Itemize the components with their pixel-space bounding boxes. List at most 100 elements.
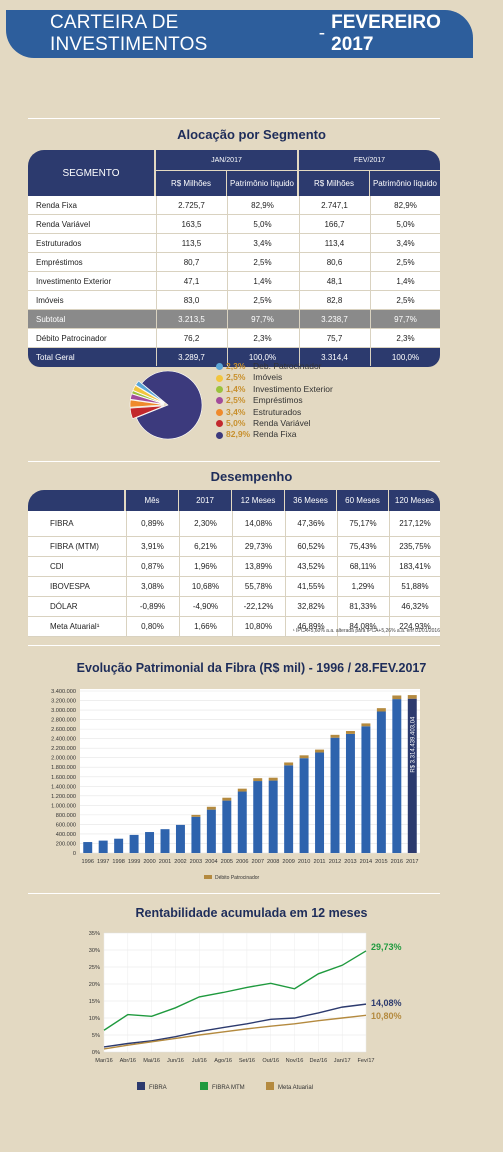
legend-item: 5,0% Renda Variável — [216, 418, 333, 429]
x-tick-label: 2007 — [252, 859, 264, 865]
bar-debito — [237, 788, 247, 792]
y-tick-label: 2.800.000 — [51, 718, 76, 724]
allocation-table-header: SEGMENTO JAN/2017 FEV/2017 R$ Milhões Pa… — [28, 150, 440, 196]
bar-debito — [315, 749, 325, 753]
x-tick-label: 2015 — [375, 859, 387, 865]
y-tick-label: 1.600.000 — [51, 775, 76, 781]
legend-label: Renda Fixa — [253, 429, 297, 440]
y-tick-label: 200.000 — [56, 841, 76, 847]
bar-debito — [268, 777, 278, 781]
allocation-cell: 100,0% — [370, 348, 440, 366]
legend-swatch — [216, 386, 223, 394]
allocation-cell: 97,7% — [370, 310, 440, 328]
evolution-title: Evolução Patrimonial da Fibra (R$ mil) -… — [76, 661, 427, 675]
bar — [268, 780, 278, 853]
allocation-cell: 5,0% — [370, 215, 440, 233]
legend-pct: 3,4% — [226, 406, 246, 417]
performance-cell: -4,90% — [179, 597, 231, 616]
allocation-cell: 47,1 — [156, 272, 226, 290]
pie-slice — [131, 390, 165, 404]
performance-table-header: Mês 2017 12 Meses 36 Meses 60 Meses 120 Meses — [28, 490, 440, 511]
legend-label: Imóveis — [253, 372, 283, 383]
performance-cell: 6,21% — [179, 537, 231, 556]
performance-cell: 10,80% — [232, 617, 284, 636]
allocation-cell: 1,4% — [370, 272, 440, 290]
x-tick-label: 2008 — [267, 859, 279, 865]
allocation-cell: 163,5 — [156, 215, 226, 233]
allocation-cell: 80,6 — [299, 253, 369, 271]
bar-debito — [376, 708, 386, 712]
bar — [98, 840, 108, 853]
series-end-label: 14,08% — [371, 998, 402, 1008]
x-tick-label: 2016 — [391, 859, 403, 865]
allocation-cell: 3.213,5 — [156, 310, 226, 328]
header-period: FEVEREIRO 2017 — [331, 12, 441, 55]
performance-col-header: 12 Meses — [232, 490, 284, 511]
allocation-row: Débito Patrocinador 76,2 2,3% 75,7 2,3% — [28, 329, 440, 348]
performance-cell: -22,12% — [232, 597, 284, 616]
bar — [222, 800, 232, 853]
x-tick-label: 2013 — [344, 859, 356, 865]
performance-cell: 32,82% — [285, 597, 336, 616]
bar — [407, 698, 417, 853]
y-tick-label: 2.400.000 — [51, 737, 76, 743]
allocation-row: Total Geral 3.289,7 100,0% 3.314,4 100,0% — [28, 348, 440, 367]
legend-swatch — [216, 374, 223, 382]
y-tick-label: 1.200.000 — [51, 794, 76, 800]
legend-label: Renda Variável — [253, 418, 311, 429]
bar — [145, 832, 155, 853]
performance-cell: 0,80% — [126, 617, 178, 636]
allocation-cell: 3,4% — [227, 234, 297, 252]
performance-cell: 0,87% — [126, 557, 178, 576]
performance-cell: 41,55% — [285, 577, 336, 596]
performance-cell: 3,91% — [126, 537, 178, 556]
performance-cell: 43,52% — [285, 557, 336, 576]
x-tick-label: Fev/17 — [357, 1058, 374, 1064]
plot-area — [80, 689, 420, 853]
allocation-row: Estruturados 113,5 3,4% 113,4 3,4% — [28, 234, 440, 253]
legend-pct: 5,0% — [226, 418, 246, 429]
allocation-cell: 2,5% — [227, 253, 297, 271]
pie-slice — [136, 370, 203, 440]
divider — [28, 893, 440, 894]
allocation-cell: 113,4 — [299, 234, 369, 252]
performance-cell: 1,66% — [179, 617, 231, 636]
header-title: CARTEIRA DE INVESTIMENTOS — [50, 12, 208, 55]
allocation-row: Subtotal 3.213,5 97,7% 3.238,7 97,7% — [28, 310, 440, 329]
bar-debito — [284, 762, 294, 766]
performance-row: FIBRA (MTM) 3,91% 6,21% 29,73% 60,52% 75,43% 2… — [28, 537, 440, 557]
allocation-cell: 2,5% — [370, 291, 440, 309]
bar — [83, 842, 93, 853]
performance-cell: 217,12% — [389, 511, 440, 536]
series-line — [103, 1014, 367, 1050]
y-tick-label: 15% — [89, 999, 100, 1005]
allocation-cell: 82,9% — [227, 196, 297, 214]
legend-swatch — [216, 408, 223, 416]
performance-cell: 75,17% — [337, 511, 388, 536]
y-tick-label: 600.000 — [56, 822, 76, 828]
legend-item: 82,9% Renda Fixa — [216, 429, 333, 440]
legend-swatch — [216, 363, 223, 371]
y-tick-label: 3.000.000 — [51, 708, 76, 714]
segment-label: Empréstimos — [36, 257, 83, 267]
legend-label: Deb. Patrocinador — [253, 361, 322, 371]
y-tick-label: 10% — [89, 1016, 100, 1022]
y-tick-label: 400.000 — [56, 832, 76, 838]
pie-slice — [132, 385, 165, 404]
index-label: IBOVESPA — [50, 582, 90, 591]
x-tick-label: 2000 — [143, 859, 155, 865]
bar-debito — [361, 723, 371, 727]
allocation-title: Alocação por Segmento — [177, 127, 326, 142]
performance-cell: 235,75% — [389, 537, 440, 556]
x-tick-label: Abr/16 — [120, 1058, 136, 1064]
segment-label: Subtotal — [36, 314, 66, 324]
performance-cell: 55,78% — [232, 577, 284, 596]
legend-label: Empréstimos — [253, 395, 303, 406]
bar-debito — [206, 806, 216, 810]
allocation-cell: 2,5% — [370, 253, 440, 271]
segment-label: Renda Variável — [36, 219, 91, 229]
y-tick-label: 3.200.000 — [51, 699, 76, 705]
performance-cell: 10,68% — [179, 577, 231, 596]
performance-title: Desempenho — [210, 469, 293, 484]
y-tick-label: 1.000.000 — [51, 803, 76, 809]
